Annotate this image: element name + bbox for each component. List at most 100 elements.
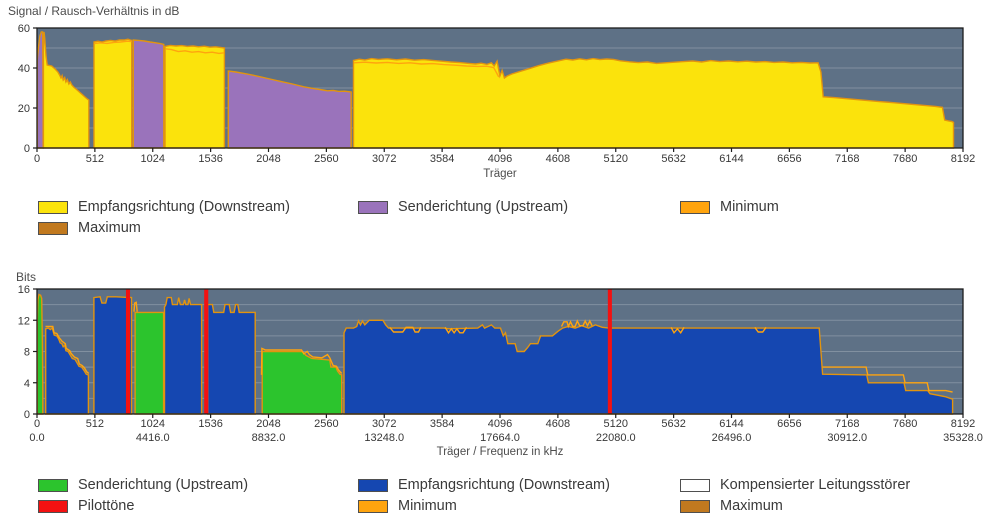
snr-chart: Signal / Rausch-Verhältnis in dB 0 512 102…: [8, 4, 975, 180]
y-tick-label: 60: [18, 23, 30, 35]
minmax-line: [260, 347, 343, 375]
minmax-line: [45, 325, 90, 374]
x-tick-label: 2560: [314, 153, 338, 165]
legend-item-downstream-bits: Empfangsrichtung (Downstream): [358, 476, 610, 494]
y-tick-label: 0: [24, 143, 30, 155]
x-tick-label: 8192: [951, 153, 975, 165]
legend-item-pilot-tones: Pilottöne: [38, 497, 134, 515]
freq-tick-label: 0.0: [29, 432, 44, 444]
freq-tick-label: 26496.0: [712, 432, 752, 444]
snr-legend-row: Maximum: [0, 219, 998, 237]
x-tick-label: 6656: [777, 153, 801, 165]
minimum-swatch: [680, 200, 710, 214]
legend-label: Minimum: [720, 199, 779, 215]
snr-plot: 0 512 1024 1536 2048 2560 3072 3584 4096 4608 5120…: [18, 23, 975, 165]
series-area: [93, 296, 133, 415]
y-tick-label: 0: [24, 409, 30, 421]
x-tick-label: 4096: [488, 418, 512, 430]
pilot-tone-bar: [204, 289, 209, 414]
pilot-tone-bar: [125, 289, 131, 414]
legend-item-maximum: Maximum: [38, 219, 141, 237]
y-tick-label: 16: [18, 284, 30, 296]
x-tick-label: 5632: [661, 153, 685, 165]
legend-item-upstream: Senderichtung (Upstream): [358, 198, 568, 216]
freq-tick-label: 30912.0: [827, 432, 867, 444]
snr-legend-row: Empfangsrichtung (Downstream) Sendericht…: [0, 198, 998, 216]
x-tick-label: 4608: [546, 153, 570, 165]
upstream-swatch: [358, 200, 388, 214]
legend-label: Senderichtung (Upstream): [78, 477, 249, 493]
bits-plot: 0 512 1024 1536 2048 2560 3072 3584 4096 4608 5120…: [18, 284, 983, 444]
series-area: [93, 38, 133, 149]
legend-label: Empfangsrichtung (Downstream): [398, 477, 610, 493]
x-tick-label: 3072: [372, 418, 396, 430]
bits-legend-row: Senderichtung (Upstream) Empfangsrichtun…: [0, 476, 998, 494]
freq-tick-label: 8832.0: [252, 432, 286, 444]
series-area: [227, 70, 352, 149]
minmax-line: [354, 61, 500, 78]
series-area: [343, 319, 954, 415]
freq-tick-label: 4416.0: [136, 432, 170, 444]
series-area: [132, 39, 165, 149]
minmax-line: [133, 301, 138, 312]
y-tick-label: 4: [24, 378, 30, 390]
minmax-line: [165, 48, 225, 55]
x-tick-label: 0: [34, 153, 40, 165]
legend-label: Pilottöne: [78, 498, 135, 514]
pilot-tone-bar: [607, 289, 612, 414]
snr-legend: Empfangsrichtung (Downstream) Sendericht…: [0, 198, 998, 242]
legend-label: Senderichtung (Upstream): [398, 199, 569, 215]
snr-chart-title: Signal / Rausch-Verhältnis in dB: [8, 4, 179, 18]
x-tick-label: 6144: [719, 418, 743, 430]
maximum-bits-swatch: [680, 499, 710, 513]
x-tick-label: 2048: [256, 418, 280, 430]
minimum-bits-swatch: [358, 499, 388, 513]
x-tick-label: 4608: [546, 418, 570, 430]
series-area: [45, 326, 90, 415]
minmax-line: [94, 40, 132, 45]
x-tick-label: 3072: [372, 153, 396, 165]
pilot-tones-swatch: [38, 499, 68, 513]
x-tick-label: 7168: [835, 153, 859, 165]
x-tick-label: 512: [86, 418, 104, 430]
bits-x-axis-label: Träger / Frequenz in kHz: [437, 446, 564, 458]
x-tick-label: 7680: [893, 418, 917, 430]
series-area: [134, 311, 165, 415]
x-tick-label: 7168: [835, 418, 859, 430]
x-tick-label: 2048: [256, 153, 280, 165]
minmax-line: [754, 326, 767, 333]
x-tick-label: 3584: [430, 153, 454, 165]
legend-label: Maximum: [720, 498, 783, 514]
legend-item-compensated-disturber: Kompensierter Leitungsstörer: [680, 476, 910, 494]
bits-legend: Senderichtung (Upstream) Empfangsrichtun…: [0, 476, 998, 520]
x-tick-label: 6656: [777, 418, 801, 430]
x-tick-label: 0: [34, 418, 40, 430]
bits-chart: Bits 0 512 1024 1536 2048 2560 3072 3584 4096 460…: [16, 270, 983, 458]
bits-legend-row: Pilottöne Minimum Maximum: [0, 497, 998, 515]
x-tick-label: 512: [86, 153, 104, 165]
x-tick-label: 1536: [198, 153, 222, 165]
x-tick-label: 1024: [141, 418, 165, 430]
x-tick-label: 7680: [893, 153, 917, 165]
series-area: [207, 303, 256, 415]
legend-item-upstream-bits: Senderichtung (Upstream): [38, 476, 248, 494]
minmax-line: [560, 319, 593, 329]
x-tick-label: 1536: [198, 418, 222, 430]
x-tick-label: 8192: [951, 418, 975, 430]
series-area: [36, 31, 44, 149]
legend-label: Minimum: [398, 498, 457, 514]
snr-x-axis-label: Träger: [483, 168, 517, 180]
x-tick-label: 6144: [719, 153, 743, 165]
legend-item-minimum: Minimum: [680, 198, 779, 216]
y-tick-label: 12: [18, 315, 30, 327]
y-tick-label: 20: [18, 103, 30, 115]
compensated-disturber-swatch: [680, 478, 710, 492]
series-area: [261, 350, 343, 415]
series-area: [36, 293, 44, 415]
upstream-bits-swatch: [38, 478, 68, 492]
x-tick-label: 3584: [430, 418, 454, 430]
series-area: [163, 296, 203, 415]
x-tick-label: 5120: [604, 153, 628, 165]
bits-chart-title: Bits: [16, 270, 36, 284]
